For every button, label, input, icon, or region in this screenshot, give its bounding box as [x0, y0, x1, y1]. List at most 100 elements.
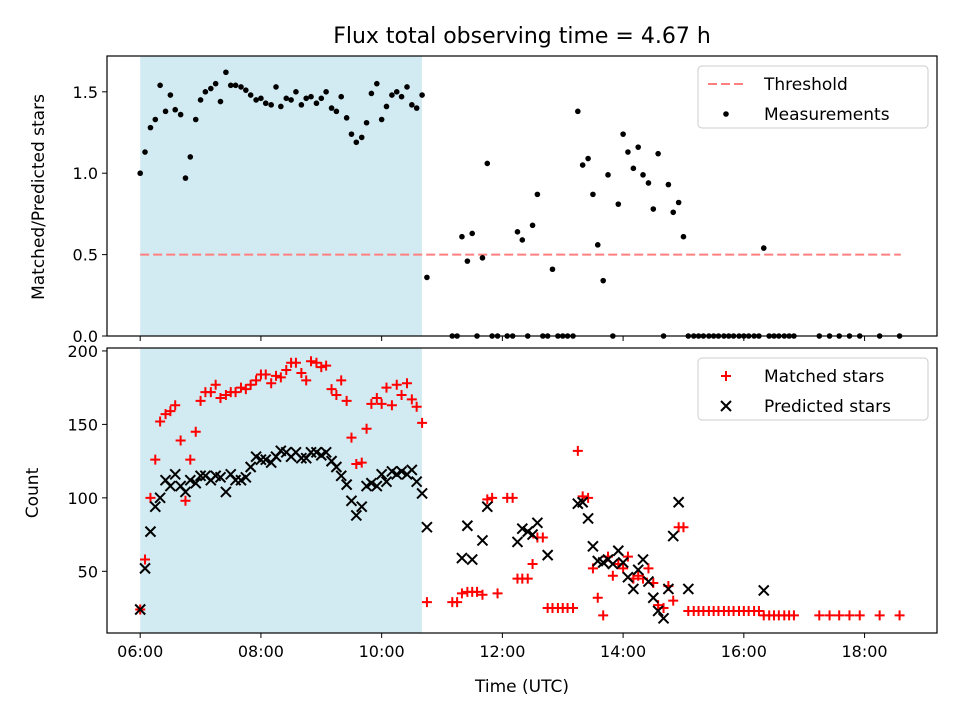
matched-point: [472, 586, 483, 597]
predicted-point: [406, 464, 418, 476]
data-point: [650, 206, 657, 212]
data-point: [247, 92, 254, 98]
legend: Matched stars Predicted stars: [697, 357, 929, 421]
data-point: [549, 266, 556, 273]
predicted-point: [516, 522, 529, 535]
y-tick-label: 0.0: [73, 327, 98, 346]
matched-point: [236, 382, 247, 393]
x-tick-label: 08:00: [238, 642, 284, 661]
matched-point: [190, 426, 201, 437]
predicted-point: [244, 461, 257, 473]
matched-point: [417, 417, 428, 428]
y-tick-label: 200: [67, 342, 98, 361]
matched-point: [245, 379, 256, 390]
shaded-span: [140, 348, 422, 633]
matched-point: [376, 398, 387, 409]
predicted-point: [632, 564, 644, 576]
matched-point: [894, 610, 905, 621]
data-point: [675, 199, 682, 206]
data-point: [640, 172, 646, 178]
matched-point: [210, 379, 221, 390]
matched-point: [874, 610, 885, 621]
matched-point: [834, 610, 845, 621]
shaded-span: [140, 56, 422, 336]
predicted-point: [365, 477, 378, 489]
data-point: [338, 93, 345, 100]
data-point: [374, 80, 380, 87]
matched-point: [854, 610, 865, 621]
matched-point: [150, 454, 161, 465]
data-point: [202, 89, 209, 95]
x-tick-label: 18:00: [842, 642, 888, 661]
matched-point: [814, 610, 825, 621]
matched-point: [386, 400, 397, 411]
axes-frame: [106, 55, 938, 337]
predicted-point: [652, 605, 664, 617]
y-tick-label: 50: [78, 562, 98, 581]
matched-point: [326, 384, 337, 395]
matched-point: [316, 362, 327, 373]
predicted-point: [194, 470, 207, 482]
data-point: [469, 230, 476, 237]
matched-point: [477, 589, 488, 600]
data-point: [172, 106, 179, 113]
predicted-point: [375, 468, 388, 481]
matched-point: [572, 445, 583, 456]
predicted-point: [526, 528, 539, 541]
x-tick-label: 14:00: [600, 642, 646, 661]
matched-point: [622, 551, 633, 562]
data-point: [333, 108, 340, 115]
predicted-point: [758, 584, 770, 597]
data-point: [579, 162, 586, 168]
matched-point: [406, 394, 417, 405]
predicted-point: [134, 603, 146, 616]
predicted-point: [662, 583, 675, 595]
data-point: [318, 95, 325, 102]
data-point: [343, 115, 350, 121]
data-point: [348, 131, 355, 137]
matched-point: [271, 370, 282, 381]
matched-point: [537, 532, 548, 543]
predicted-point: [154, 492, 166, 504]
matched-point: [175, 435, 186, 446]
predicted-point: [164, 480, 177, 492]
matched-point: [522, 573, 533, 584]
matched-point: [331, 390, 342, 401]
predicted-point: [541, 549, 554, 561]
data-point: [313, 100, 320, 107]
data-point: [303, 95, 310, 102]
matched-point: [351, 459, 362, 470]
matched-point: [844, 610, 855, 621]
data-point: [232, 82, 239, 89]
predicted-point: [139, 562, 151, 575]
matched-point: [205, 387, 216, 398]
data-point: [298, 102, 305, 108]
data-point: [534, 191, 541, 198]
predicted-point: [637, 553, 649, 566]
data-point: [615, 201, 622, 207]
predicted-point: [350, 509, 363, 522]
predicted-point: [320, 446, 332, 459]
data-point: [262, 100, 269, 107]
matched-point: [402, 378, 413, 389]
data-point: [217, 98, 224, 105]
data-point: [625, 149, 631, 155]
data-point: [223, 69, 229, 76]
matched-point: [145, 492, 156, 503]
matched-point: [678, 522, 689, 533]
matched-point: [824, 610, 835, 621]
y-tick-label: 100: [67, 489, 98, 508]
predicted-point: [169, 468, 181, 481]
data-point: [238, 84, 244, 90]
data-point: [600, 277, 606, 284]
data-point: [393, 89, 400, 95]
data-point: [389, 92, 395, 98]
data-point: [142, 149, 148, 155]
y-axis-label-top: Matched/Predicted stars: [29, 94, 49, 300]
matched-point: [356, 457, 367, 468]
matched-point: [296, 367, 307, 378]
data-point: [273, 84, 279, 90]
predicted-point: [647, 592, 659, 604]
predicted-point: [330, 461, 343, 473]
